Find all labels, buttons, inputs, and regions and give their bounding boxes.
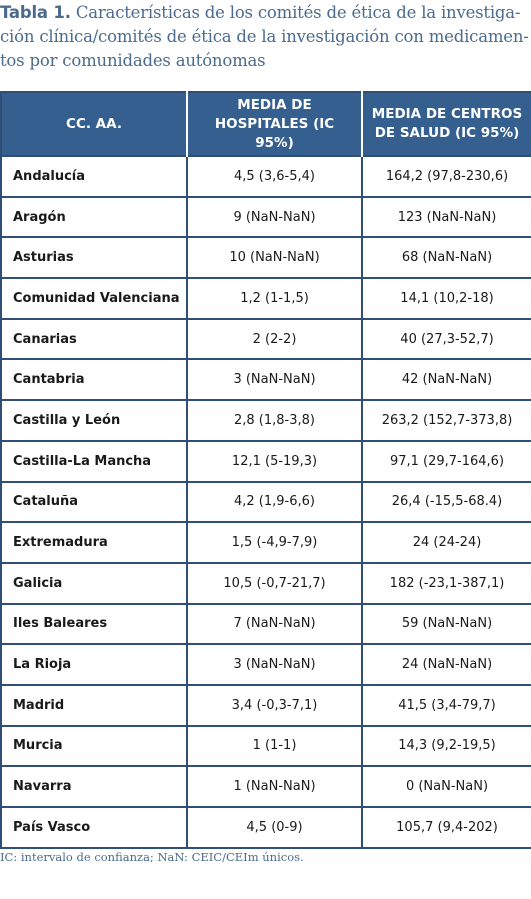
hospital-mean-cell: 10,5 (-0,7-21,7): [186, 561, 363, 605]
health-center-mean-cell: 14,3 (9,2-19,5): [361, 724, 531, 768]
region-cell: Castilla y León: [0, 399, 188, 442]
table-row: Navarra 1 (NaN-NaN) 0 (NaN-NaN): [0, 765, 531, 808]
caption-line-1: Tabla 1. Características de los comités …: [0, 1, 531, 25]
health-center-mean-cell: 59 (NaN-NaN): [361, 602, 531, 646]
table-row: Andalucía 4,5 (3,6-5,4) 164,2 (97,8-230,6): [0, 155, 531, 198]
header-region: CC. AA.: [0, 91, 188, 156]
health-center-mean-cell: 182 (-23,1-387,1): [361, 561, 531, 605]
table-body: Andalucía 4,5 (3,6-5,4) 164,2 (97,8-230,6)…: [0, 155, 531, 849]
caption-text-1: Características de los comités de ética …: [75, 3, 521, 22]
caption-label: Tabla 1.: [0, 3, 71, 22]
health-center-mean-cell: 263,2 (152,7-373,8): [361, 399, 531, 442]
region-cell: Galicia: [0, 561, 188, 605]
region-cell: Iles Baleares: [0, 602, 188, 646]
region-cell: Cantabria: [0, 358, 188, 402]
region-cell: Navarra: [0, 765, 188, 808]
table-row: Canarias 2 (2-2) 40 (27,3-52,7): [0, 317, 531, 361]
data-table: CC. AA. MEDIA DE HOSPITALES (IC 95%) MED…: [0, 91, 531, 849]
hospital-mean-cell: 2,8 (1,8-3,8): [186, 399, 363, 442]
region-cell: Castilla-La Mancha: [0, 439, 188, 483]
health-center-mean-cell: 97,1 (29,7-164,6): [361, 439, 531, 483]
table-row: Extremadura 1,5 (-4,9-7,9) 24 (24-24): [0, 521, 531, 564]
region-cell: Canarias: [0, 317, 188, 361]
hospital-mean-cell: 1,5 (-4,9-7,9): [186, 521, 363, 564]
table-row: Cantabria 3 (NaN-NaN) 42 (NaN-NaN): [0, 358, 531, 402]
hospital-mean-cell: 4,2 (1,9-6,6): [186, 480, 363, 524]
health-center-mean-cell: 24 (24-24): [361, 521, 531, 564]
caption-line-3: tos por comunidades autónomas: [0, 51, 266, 70]
region-cell: Murcia: [0, 724, 188, 768]
hospital-mean-cell: 10 (NaN-NaN): [186, 236, 363, 280]
region-cell: La Rioja: [0, 643, 188, 686]
table-row: Castilla-La Mancha 12,1 (5-19,3) 97,1 (29,…: [0, 439, 531, 483]
hospital-mean-cell: 3 (NaN-NaN): [186, 643, 363, 686]
region-cell: Andalucía: [0, 155, 188, 198]
health-center-mean-cell: 0 (NaN-NaN): [361, 765, 531, 808]
table-row: País Vasco 4,5 (0-9) 105,7 (9,4-202): [0, 806, 531, 849]
health-center-mean-cell: 42 (NaN-NaN): [361, 358, 531, 402]
header-hospital-mean: MEDIA DE HOSPITALES (IC 95%): [186, 91, 363, 156]
caption-line-2: ción clínica/comités de ética de la inve…: [0, 27, 529, 46]
table-row: Cataluña 4,2 (1,9-6,6) 26,4 (-15,5-68.4): [0, 480, 531, 524]
table-row: La Rioja 3 (NaN-NaN) 24 (NaN-NaN): [0, 643, 531, 686]
table-header: CC. AA. MEDIA DE HOSPITALES (IC 95%) MED…: [0, 91, 531, 156]
hospital-mean-cell: 2 (2-2): [186, 317, 363, 361]
health-center-mean-cell: 14,1 (10,2-18): [361, 277, 531, 320]
table-row: Murcia 1 (1-1) 14,3 (9,2-19,5): [0, 724, 531, 768]
region-cell: Aragón: [0, 195, 188, 239]
health-center-mean-cell: 105,7 (9,4-202): [361, 806, 531, 849]
health-center-mean-cell: 41,5 (3,4-79,7): [361, 683, 531, 727]
table-row: Asturias 10 (NaN-NaN) 68 (NaN-NaN): [0, 236, 531, 280]
region-cell: Extremadura: [0, 521, 188, 564]
health-center-mean-cell: 123 (NaN-NaN): [361, 195, 531, 239]
table-row: Castilla y León 2,8 (1,8-3,8) 263,2 (152,7…: [0, 399, 531, 442]
hospital-mean-cell: 3 (NaN-NaN): [186, 358, 363, 402]
health-center-mean-cell: 40 (27,3-52,7): [361, 317, 531, 361]
hospital-mean-cell: 12,1 (5-19,3): [186, 439, 363, 483]
header-health-center-mean: MEDIA DE CENTROS DE SALUD (IC 95%): [361, 91, 531, 156]
table-row: Galicia 10,5 (-0,7-21,7) 182 (-23,1-387,1): [0, 561, 531, 605]
hospital-mean-cell: 1,2 (1-1,5): [186, 277, 363, 320]
region-cell: Madrid: [0, 683, 188, 727]
region-cell: País Vasco: [0, 806, 188, 849]
hospital-mean-cell: 7 (NaN-NaN): [186, 602, 363, 646]
hospital-mean-cell: 4,5 (0-9): [186, 806, 363, 849]
hospital-mean-cell: 3,4 (-0,3-7,1): [186, 683, 363, 727]
health-center-mean-cell: 24 (NaN-NaN): [361, 643, 531, 686]
table-caption: Tabla 1. Características de los comités …: [0, 1, 531, 73]
header-row: CC. AA. MEDIA DE HOSPITALES (IC 95%) MED…: [0, 91, 531, 156]
region-cell: Asturias: [0, 236, 188, 280]
health-center-mean-cell: 26,4 (-15,5-68.4): [361, 480, 531, 524]
hospital-mean-cell: 9 (NaN-NaN): [186, 195, 363, 239]
table-row: Aragón 9 (NaN-NaN) 123 (NaN-NaN): [0, 195, 531, 239]
table-row: Madrid 3,4 (-0,3-7,1) 41,5 (3,4-79,7): [0, 683, 531, 727]
table-row: Comunidad Valenciana 1,2 (1-1,5) 14,1 (10,…: [0, 277, 531, 320]
region-cell: Cataluña: [0, 480, 188, 524]
health-center-mean-cell: 68 (NaN-NaN): [361, 236, 531, 280]
hospital-mean-cell: 1 (NaN-NaN): [186, 765, 363, 808]
region-cell: Comunidad Valenciana: [0, 277, 188, 320]
table-row: Iles Baleares 7 (NaN-NaN) 59 (NaN-NaN): [0, 602, 531, 646]
hospital-mean-cell: 4,5 (3,6-5,4): [186, 155, 363, 198]
health-center-mean-cell: 164,2 (97,8-230,6): [361, 155, 531, 198]
table-footnote: IC: intervalo de confianza; NaN: CEIC/CE…: [0, 850, 304, 864]
hospital-mean-cell: 1 (1-1): [186, 724, 363, 768]
